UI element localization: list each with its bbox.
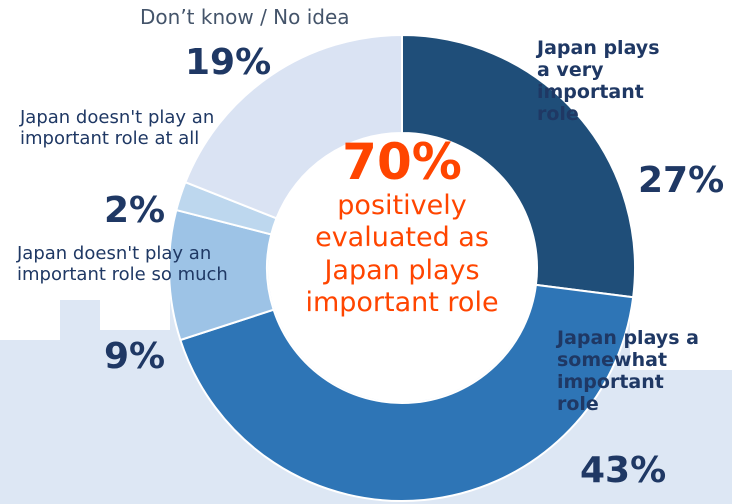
value-label: 43% [580, 450, 666, 491]
value-label: 9% [104, 336, 165, 377]
value-label: 2% [104, 190, 165, 231]
value-label: 19% [185, 42, 271, 83]
slice-label: Japan plays a somewhat important role [557, 328, 707, 415]
center-text: positively evaluated as Japan plays impo… [272, 190, 532, 320]
center-value: 70% [272, 135, 532, 190]
slice-label: Japan doesn't play an important role at … [20, 108, 235, 149]
page: 70% positively evaluated as Japan plays … [0, 0, 732, 504]
center-annotation: 70% positively evaluated as Japan plays … [272, 135, 532, 320]
slice-label: Don’t know / No idea [140, 6, 440, 29]
slice-label: Japan plays a very important role [537, 38, 665, 125]
slice-label: Japan doesn't play an important role so … [17, 244, 242, 285]
value-label: 27% [638, 160, 724, 201]
